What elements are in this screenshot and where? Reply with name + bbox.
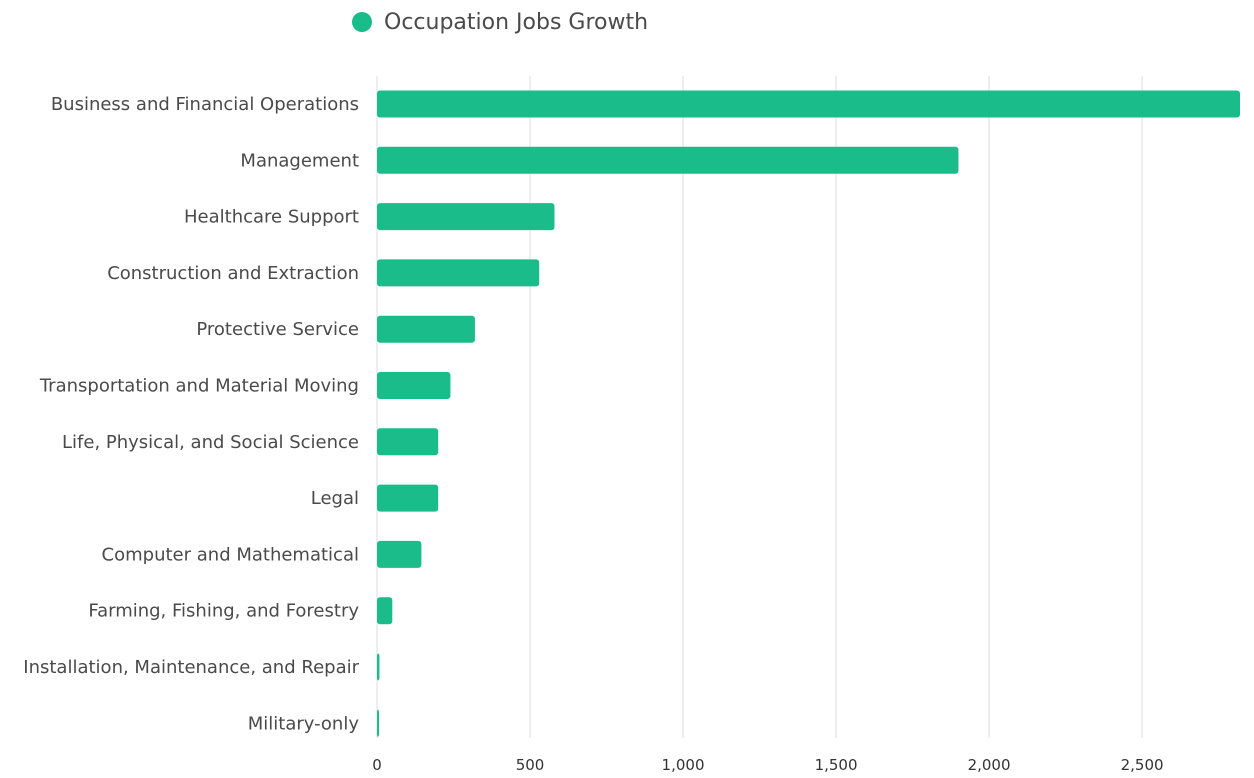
bar	[377, 653, 380, 681]
bar	[377, 203, 555, 231]
bar	[377, 709, 379, 737]
bar	[377, 315, 475, 343]
bar	[377, 428, 439, 456]
x-tick-label: 1,500	[815, 756, 858, 774]
category-label: Military-only	[248, 713, 360, 734]
x-tick-label: 500	[516, 756, 545, 774]
x-tick-label: 2,500	[1121, 756, 1164, 774]
bar	[377, 484, 439, 512]
category-label: Business and Financial Operations	[51, 94, 359, 115]
category-label: Construction and Extraction	[107, 263, 359, 284]
category-label: Farming, Fishing, and Forestry	[88, 601, 359, 622]
bar	[377, 540, 422, 568]
category-label: Installation, Maintenance, and Repair	[23, 657, 359, 678]
bar	[377, 259, 540, 287]
category-label: Life, Physical, and Social Science	[62, 432, 359, 453]
category-label: Management	[240, 150, 359, 171]
bar	[377, 146, 959, 174]
bar	[377, 597, 393, 625]
category-label: Legal	[311, 488, 359, 509]
category-label: Healthcare Support	[184, 207, 359, 228]
legend-label: Occupation Jobs Growth	[384, 9, 649, 35]
x-tick-label: 2,000	[968, 756, 1011, 774]
legend-swatch	[352, 12, 372, 32]
x-tick-label: 0	[372, 756, 382, 774]
x-tick-label: 1,000	[662, 756, 705, 774]
legend: Occupation Jobs Growth	[352, 8, 648, 36]
category-label: Computer and Mathematical	[102, 544, 359, 565]
category-label: Transportation and Material Moving	[39, 376, 359, 397]
bar	[377, 90, 1240, 118]
category-label: Protective Service	[196, 319, 359, 340]
bar	[377, 372, 451, 399]
